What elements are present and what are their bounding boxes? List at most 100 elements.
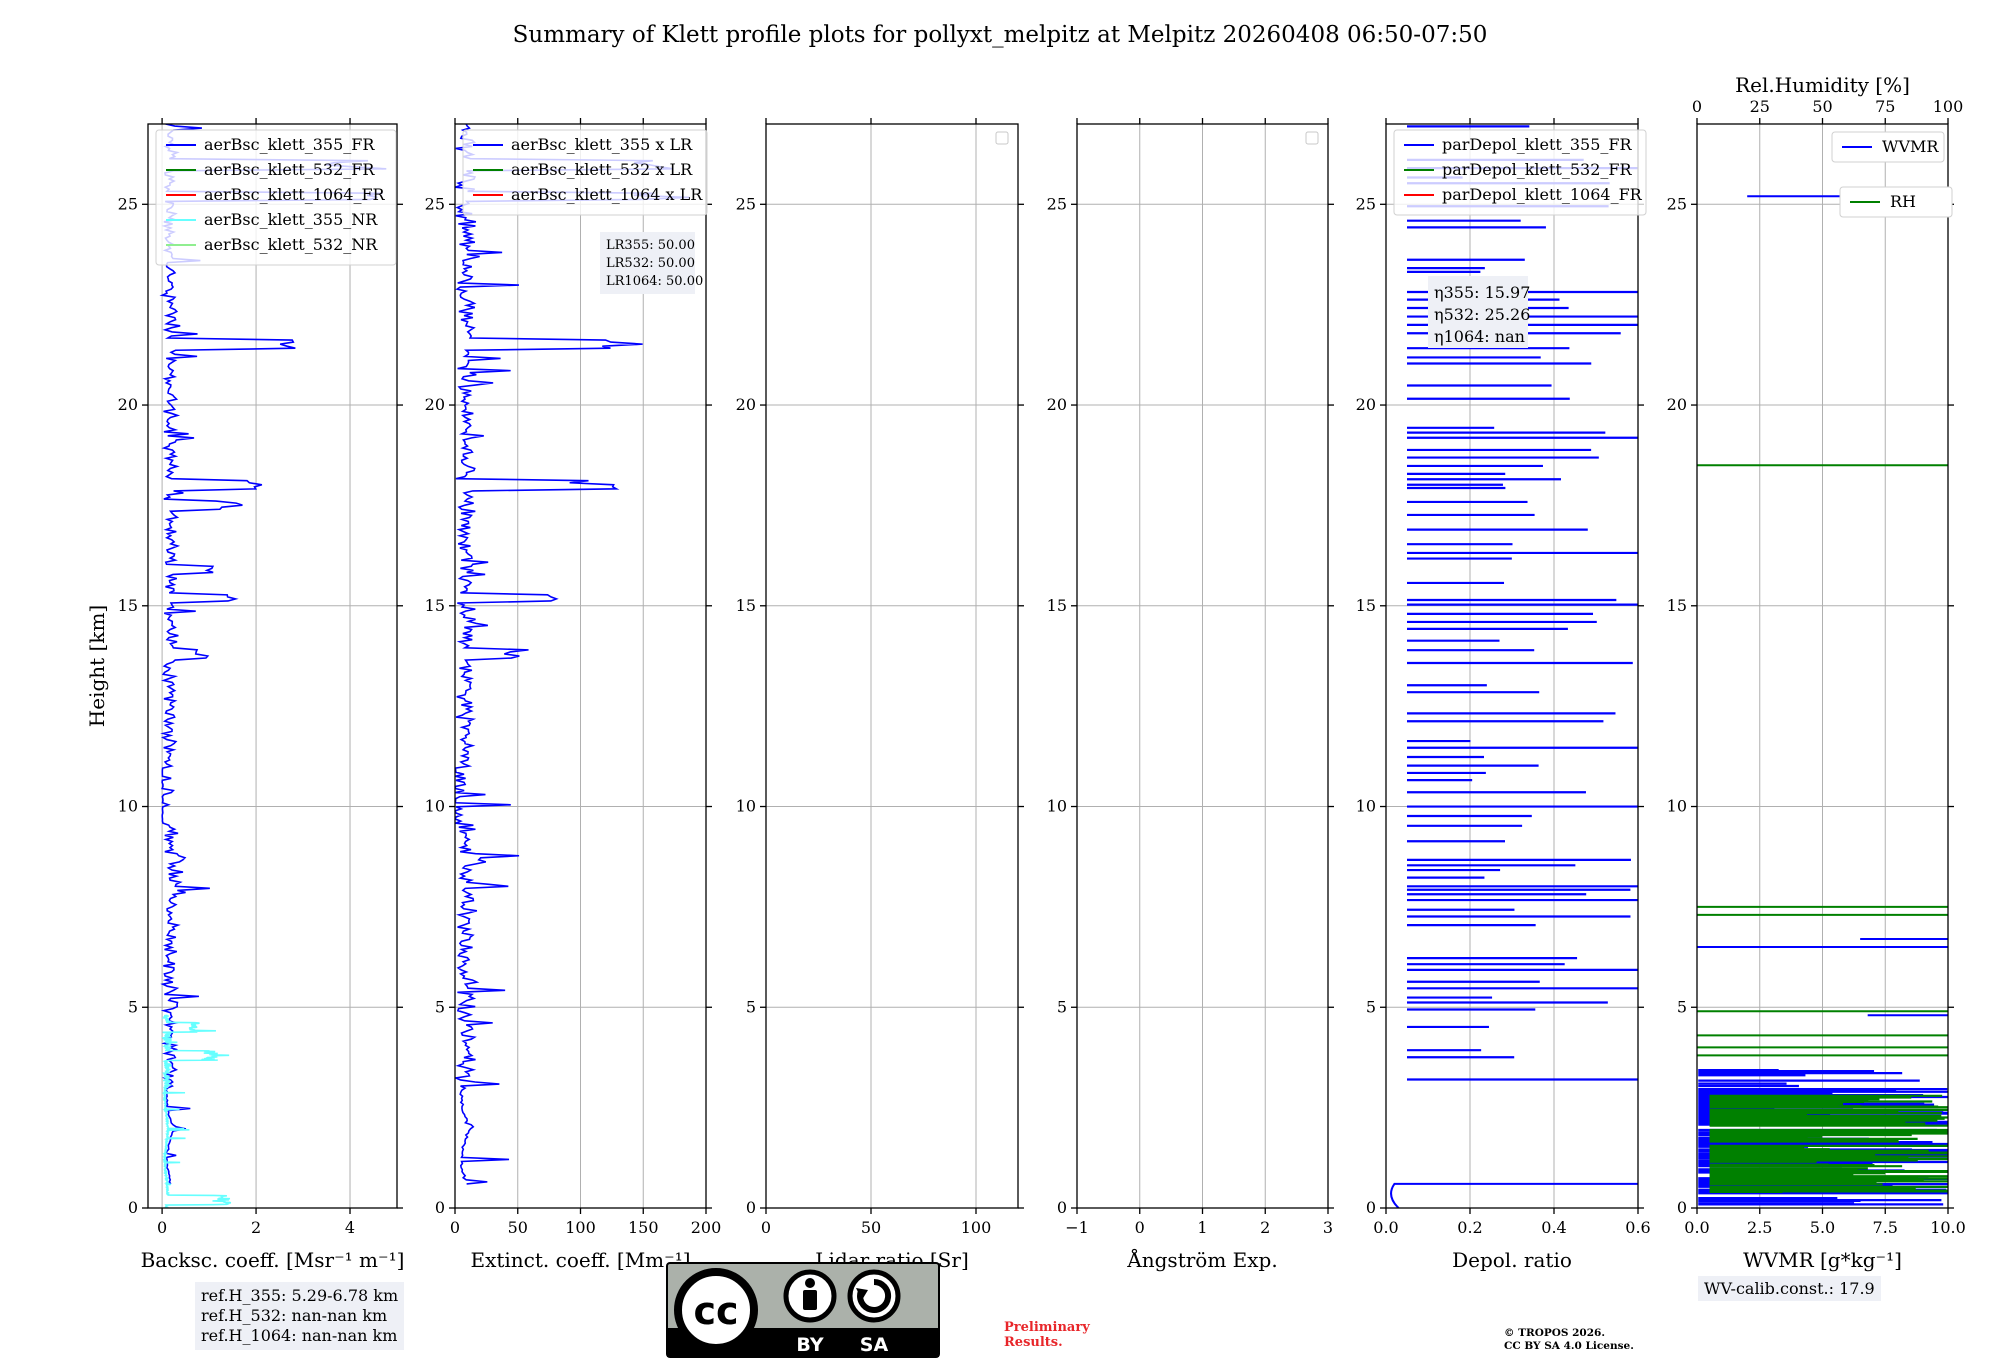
y-tick-label: 25 [425, 194, 445, 213]
series-aerBsc_klett_355_NR [161, 1014, 232, 1208]
annotation-text: LR355: 50.00 [606, 238, 695, 253]
data-layer [1390, 125, 1638, 1208]
x-tick-label: 4 [345, 1218, 355, 1237]
x-tick-label: 0.4 [1541, 1218, 1566, 1237]
axes-frame [765, 123, 1019, 1209]
preliminary-label: Preliminary Results. [1004, 1320, 1090, 1350]
y-tick-label: 10 [736, 797, 756, 816]
x-tick-label: 200 [691, 1218, 722, 1237]
y-tick-label: 15 [1047, 596, 1067, 615]
legend: aerBsc_klett_355_FR aerBsc_klett_532_FRae… [155, 129, 397, 266]
legend-entry: parDepol_klett_1064_FR [1442, 185, 1643, 204]
y-tick-label: 25 [1047, 194, 1067, 213]
legend-box [1839, 186, 1953, 218]
y-tick-label: 5 [128, 997, 138, 1016]
empty-legend-box [995, 131, 1009, 145]
x-axis-label: Depol. ratio [1452, 1248, 1572, 1272]
y-tick-label: 10 [1356, 797, 1376, 816]
ref-height-355: ref.H_355: 5.29-6.78 km [201, 1286, 399, 1305]
cc-by-label: BY [796, 1334, 823, 1356]
legend-entry: parDepol_klett_355_FR [1442, 135, 1633, 154]
y-tick-label: 5 [1366, 997, 1376, 1016]
y-tick-label: 5 [1677, 997, 1687, 1016]
y-tick-label: 25 [736, 194, 756, 213]
y-tick-label: 20 [736, 395, 756, 414]
ref-height-1064: ref.H_1064: nan-nan km [201, 1326, 398, 1345]
x-tick-label: 150 [628, 1218, 659, 1237]
y-tick-label: 20 [1667, 395, 1687, 414]
annotation-bg [1428, 276, 1528, 348]
legend-box [462, 129, 708, 216]
annotation-bg [600, 232, 695, 294]
legend: parDepol_klett_355_FR parDepol_klett_532_… [1393, 129, 1647, 216]
figure-title: Summary of Klett profile plots for polly… [512, 22, 1488, 48]
y-tick-label: 15 [118, 596, 138, 615]
top-x-tick-label: 25 [1750, 97, 1770, 116]
subplot-5: 0.0 0.2 0.4 0.6 0 5 10 15 20 25 Depol. ratio parDep… [1356, 118, 1651, 1272]
y-tick-label: 0 [435, 1198, 445, 1217]
x-tick-label: 3 [1323, 1218, 1333, 1237]
top-x-tick-label: 0 [1692, 97, 1702, 116]
top-x-tick-label: 100 [1933, 97, 1964, 116]
y-tick-label: 20 [1356, 395, 1376, 414]
x-axis-label: Backsc. coeff. [Msr⁻¹ m⁻¹] [141, 1248, 405, 1272]
x-tick-label: 100 [565, 1218, 596, 1237]
top-x-axis-label: Rel.Humidity [%] [1735, 73, 1910, 97]
x-tick-label: 0 [450, 1218, 460, 1237]
legend-entry: aerBsc_klett_355 x LR [511, 135, 693, 154]
y-tick-label: 15 [1356, 596, 1376, 615]
reference-heights-box: ref.H_355: 5.29-6.78 km ref.H_532: nan-n… [195, 1282, 405, 1350]
x-tick-label: 0.0 [1684, 1218, 1709, 1237]
y-tick-label: 10 [425, 797, 445, 816]
x-tick-label: −1 [1065, 1218, 1089, 1237]
y-tick-label: 5 [1057, 997, 1067, 1016]
x-tick-label: 2.5 [1747, 1218, 1772, 1237]
depol-surface-line [1390, 1182, 1638, 1208]
y-tick-label: 10 [1047, 797, 1067, 816]
x-tick-label: 0.0 [1373, 1218, 1398, 1237]
legend: aerBsc_klett_355 x LR aerBsc_klett_532 x … [462, 129, 708, 216]
series-aerBsc_klett_355 x LR [455, 124, 690, 1185]
y-tick-label: 20 [1047, 395, 1067, 414]
preliminary-line-2: Results. [1004, 1335, 1063, 1350]
x-tick-label: 5.0 [1810, 1218, 1835, 1237]
annotation-text: η532: 25.26 [1434, 305, 1530, 324]
legend: WVMR RH [1831, 131, 1953, 218]
legend-entry: parDepol_klett_532_FR [1442, 160, 1633, 179]
y-tick-label: 10 [1667, 797, 1687, 816]
x-tick-label: 50 [861, 1218, 881, 1237]
cc-by-sa-icon: cc BY SA [666, 1262, 940, 1358]
x-tick-label: 0 [157, 1218, 167, 1237]
x-tick-label: 100 [961, 1218, 992, 1237]
axes-frame [1385, 123, 1639, 1209]
copyright-label: © TROPOS 2026. CC BY SA 4.0 License. [1504, 1327, 1634, 1353]
series-parDepol_klett_355_FR [1407, 125, 1638, 1081]
legend-box [1831, 131, 1945, 163]
legend-entry: aerBsc_klett_1064_FR [204, 185, 386, 204]
annotation-box: LR355: 50.00 LR532: 50.00 LR1064: 50.00 [600, 232, 703, 294]
y-tick-label: 25 [118, 194, 138, 213]
x-tick-label: 10.0 [1930, 1218, 1966, 1237]
x-tick-label: 2 [1260, 1218, 1270, 1237]
copyright-line-1: © TROPOS 2026. [1504, 1327, 1606, 1339]
x-tick-label: 0 [1135, 1218, 1145, 1237]
x-tick-label: 2 [251, 1218, 261, 1237]
y-tick-label: 0 [746, 1198, 756, 1217]
annotation-text: LR1064: 50.00 [606, 274, 703, 289]
series-RH [1709, 1094, 1948, 1194]
annotation-text: η1064: nan [1434, 327, 1525, 346]
data-layer [1697, 195, 1948, 1206]
preliminary-line-1: Preliminary [1004, 1320, 1090, 1335]
x-axis-label: Extinct. coeff. [Mm⁻¹] [470, 1248, 690, 1272]
subplot-2: 0 50 100 150 200 0 5 10 15 20 25 Extinct. coeff. [M… [425, 118, 722, 1272]
legend-entry: aerBsc_klett_532_NR [204, 235, 378, 254]
x-axis-label: Ångström Exp. [1126, 1247, 1277, 1272]
legend-entry: aerBsc_klett_355_FR [204, 135, 375, 154]
y-tick-label: 5 [435, 997, 445, 1016]
x-tick-label: 0.2 [1457, 1218, 1482, 1237]
y-tick-label: 10 [118, 797, 138, 816]
cc-sa-label: SA [860, 1334, 889, 1356]
y-tick-label: 20 [425, 395, 445, 414]
y-tick-label: 25 [1356, 194, 1376, 213]
